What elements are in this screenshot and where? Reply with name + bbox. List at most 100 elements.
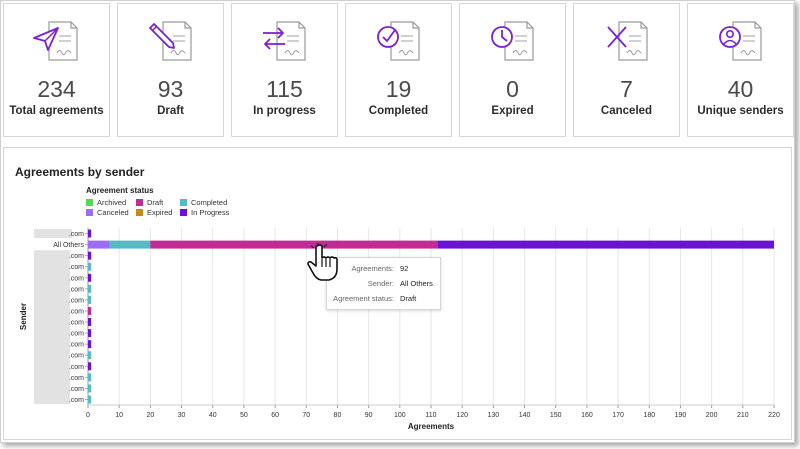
x-tick-label: 120 <box>456 412 468 419</box>
bar-segment <box>88 395 91 403</box>
tooltip-value: 92 <box>400 264 408 274</box>
x-tick-label: 190 <box>675 412 687 419</box>
bar-segment <box>110 241 151 249</box>
x-tick-label: 70 <box>302 412 310 419</box>
y-tick-label: .com <box>69 353 84 360</box>
x-tick-label: 200 <box>706 412 718 419</box>
card-label: Total agreements <box>8 104 105 118</box>
bar-segment <box>88 340 91 348</box>
card-value: 93 <box>118 76 223 103</box>
tooltip-row-sender: Sender: All Others <box>327 279 442 289</box>
card-label: In progress <box>236 104 333 118</box>
x-tick-label: 60 <box>271 412 279 419</box>
card-label: Canceled <box>578 104 675 118</box>
tooltip-row-status: Agreement status: Draft <box>327 294 442 304</box>
y-tick-label: .com <box>69 364 84 371</box>
card-unique-senders[interactable]: 40 Unique senders <box>687 3 794 137</box>
card-value: 115 <box>232 76 337 103</box>
x-tick-label: 40 <box>209 412 217 419</box>
x-tick-label: 50 <box>240 412 248 419</box>
x-tick-label: 160 <box>581 412 593 419</box>
card-completed[interactable]: 19 Completed <box>345 3 452 137</box>
x-tick-label: 130 <box>488 412 500 419</box>
clock-icon <box>485 20 543 62</box>
card-total-agreements[interactable]: 234 Total agreements <box>3 3 110 137</box>
bar-segment <box>88 362 91 370</box>
card-label: Expired <box>464 104 561 118</box>
bar-segment <box>88 263 91 271</box>
card-label: Completed <box>350 104 447 118</box>
y-tick-label: .com <box>69 342 84 349</box>
bar-segment <box>88 230 91 238</box>
pen-icon <box>143 20 201 62</box>
x-tick-label: 180 <box>643 412 655 419</box>
tooltip-value: Draft <box>400 294 416 304</box>
x-tick-label: 90 <box>365 412 373 419</box>
y-tick-label: .com <box>69 264 84 271</box>
tooltip-value: All Others <box>400 279 433 289</box>
card-value: 7 <box>574 76 679 103</box>
y-tick-label: .com <box>69 275 84 282</box>
x-tick-label: 0 <box>86 412 90 419</box>
user-circle-icon <box>713 20 771 62</box>
hand-cursor-icon <box>306 243 340 283</box>
chart-tooltip: Agreements: 92 Sender: All Others Agreem… <box>326 257 441 310</box>
card-label: Draft <box>122 104 219 118</box>
card-label: Unique senders <box>692 104 789 118</box>
card-value: 19 <box>346 76 451 103</box>
y-tick-label: .com <box>69 397 84 404</box>
x-tick-label: 150 <box>550 412 562 419</box>
y-tick-label: .com <box>69 286 84 293</box>
bar-segment <box>88 274 91 282</box>
x-axis-title: Agreements <box>408 422 455 431</box>
y-tick-label: .com <box>69 308 84 315</box>
bar-segment <box>88 384 91 392</box>
bar-segment <box>88 285 91 293</box>
x-tick-label: 110 <box>425 412 436 419</box>
x-tick-label: 80 <box>334 412 342 419</box>
card-expired[interactable]: 0 Expired <box>459 3 566 137</box>
x-tick-label: 210 <box>737 412 749 419</box>
bar-segment <box>88 318 91 326</box>
x-tick-label: 10 <box>115 412 123 419</box>
bar-segment <box>88 296 91 304</box>
y-tick-label: .com <box>69 331 84 338</box>
y-axis-title: Sender <box>19 303 28 330</box>
swap-arrows-icon <box>257 20 315 62</box>
card-value: 0 <box>460 76 565 103</box>
card-canceled[interactable]: 7 Canceled <box>573 3 680 137</box>
tooltip-key: Sender: <box>368 279 394 289</box>
y-tick-label: All Others <box>53 242 84 249</box>
bar-segment <box>88 329 91 337</box>
y-tick-label: .com <box>69 297 84 304</box>
x-tick-label: 170 <box>612 412 624 419</box>
redacted-sender-block <box>34 229 72 238</box>
x-tick-label: 30 <box>178 412 186 419</box>
tooltip-key: Agreement status: <box>333 294 394 304</box>
y-tick-label: .com <box>69 320 84 327</box>
bar-segment <box>88 351 91 359</box>
send-icon <box>29 20 87 62</box>
x-tick-label: 140 <box>519 412 531 419</box>
card-in-progress[interactable]: 115 In progress <box>231 3 338 137</box>
bar-segment <box>88 307 91 315</box>
y-tick-label: .com <box>69 231 84 238</box>
bar-segment <box>437 241 774 249</box>
x-tick-label: 100 <box>394 412 406 419</box>
y-tick-label: .com <box>69 375 84 382</box>
bar-segment <box>88 241 110 249</box>
bar-segment <box>88 373 91 381</box>
x-tick-label: 20 <box>146 412 154 419</box>
card-value: 40 <box>688 76 793 103</box>
redacted-sender-block <box>34 250 70 404</box>
check-circle-icon <box>371 20 429 62</box>
card-draft[interactable]: 93 Draft <box>117 3 224 137</box>
y-tick-label: .com <box>69 253 84 260</box>
x-tick-label: 220 <box>768 412 780 419</box>
bar-segment <box>150 241 437 249</box>
card-value: 234 <box>4 76 109 103</box>
tooltip-key: Agreements: <box>351 264 394 274</box>
y-tick-label: .com <box>69 386 84 393</box>
tooltip-row-agreements: Agreements: 92 <box>327 264 442 274</box>
